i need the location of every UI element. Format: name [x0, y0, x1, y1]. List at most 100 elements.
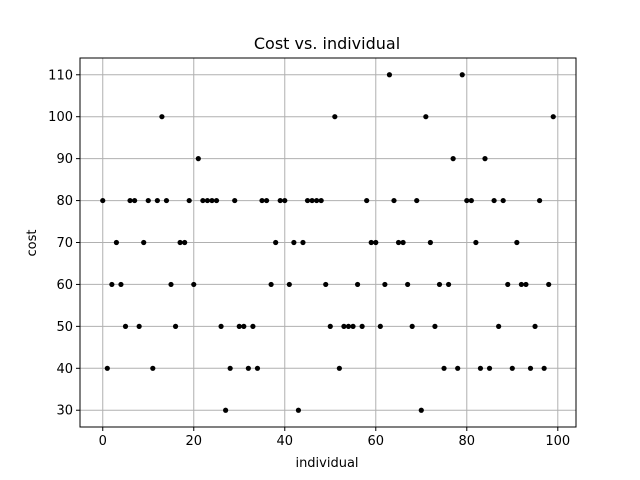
data-point [496, 323, 502, 329]
data-point [318, 197, 324, 204]
data-point [405, 281, 411, 288]
data-point [136, 323, 142, 329]
data-point [300, 239, 306, 246]
data-point [482, 156, 488, 162]
data-point [304, 197, 311, 204]
y-tick-label: 90 [56, 152, 73, 167]
data-point [213, 197, 220, 204]
data-point [254, 365, 261, 371]
data-point [109, 281, 115, 288]
x-axis-label: individual [295, 456, 358, 471]
data-point [409, 323, 415, 329]
data-point [418, 407, 424, 413]
data-point [427, 239, 433, 246]
data-point [168, 281, 174, 288]
data-point [455, 365, 461, 371]
data-point [532, 323, 538, 329]
data-point [364, 197, 370, 204]
data-point [104, 365, 110, 371]
data-point [259, 197, 265, 204]
data-point [400, 239, 406, 246]
data-point [245, 365, 251, 371]
data-point [113, 239, 120, 246]
data-point [195, 156, 201, 162]
data-point [377, 323, 383, 329]
y-tick-label: 80 [56, 194, 73, 209]
y-axis-ticks: 30 40 50 60 70 80 90 100 110 [48, 68, 80, 419]
data-point [227, 365, 233, 371]
data-point [282, 197, 288, 204]
data-point [382, 281, 388, 288]
chart-title: Cost vs. individual [254, 34, 400, 53]
data-point [391, 197, 397, 204]
x-tick-label: 20 [185, 434, 202, 449]
data-point [209, 197, 215, 204]
y-tick-label: 30 [56, 404, 73, 419]
data-point [132, 197, 138, 204]
data-point [218, 323, 224, 329]
data-point [445, 281, 452, 288]
data-point [459, 72, 465, 78]
data-point [277, 197, 283, 204]
data-point [432, 323, 438, 329]
data-point [546, 281, 552, 288]
data-point [122, 323, 129, 329]
x-tick-label: 40 [276, 434, 293, 449]
data-point [191, 281, 197, 288]
data-point [163, 197, 170, 204]
data-point [172, 323, 179, 329]
data-point [368, 239, 374, 246]
data-point [541, 365, 547, 371]
y-tick-label: 50 [56, 320, 73, 335]
y-tick-label: 110 [48, 68, 73, 83]
data-point [273, 239, 279, 246]
data-point [332, 114, 338, 120]
data-point [423, 114, 429, 120]
data-point [345, 323, 352, 329]
data-point [309, 197, 315, 204]
data-point [527, 365, 534, 371]
y-tick-label: 60 [56, 278, 73, 293]
data-point [159, 114, 165, 120]
data-point [468, 197, 474, 204]
data-point [241, 323, 247, 329]
data-point [386, 72, 393, 78]
data-point [250, 323, 256, 329]
data-point [450, 156, 456, 162]
data-point [500, 197, 506, 204]
data-point [327, 323, 333, 329]
data-point [336, 365, 342, 371]
data-point [395, 239, 402, 246]
data-point [436, 281, 443, 288]
data-point [186, 197, 192, 204]
data-point [268, 281, 274, 288]
data-point [477, 365, 484, 371]
data-point [505, 281, 511, 288]
data-point [236, 323, 242, 329]
data-point [141, 239, 147, 246]
y-tick-label: 40 [56, 362, 73, 377]
data-point [350, 323, 356, 329]
y-tick-label: 100 [48, 110, 73, 125]
data-point [473, 239, 479, 246]
data-point [263, 197, 270, 204]
data-point [286, 281, 292, 288]
data-point [204, 197, 211, 204]
grid [80, 58, 576, 427]
data-point [127, 197, 133, 204]
data-point [341, 323, 347, 329]
data-point [464, 197, 470, 204]
data-point [491, 197, 497, 204]
data-point [177, 239, 183, 246]
data-points [100, 72, 556, 413]
data-point [518, 281, 524, 288]
data-point [486, 365, 493, 371]
data-point [550, 114, 556, 120]
y-tick-label: 70 [56, 236, 73, 251]
data-point [291, 239, 297, 246]
data-point [441, 365, 447, 371]
x-axis-ticks: 0 20 40 60 80 100 [99, 427, 570, 449]
data-point [323, 281, 329, 288]
